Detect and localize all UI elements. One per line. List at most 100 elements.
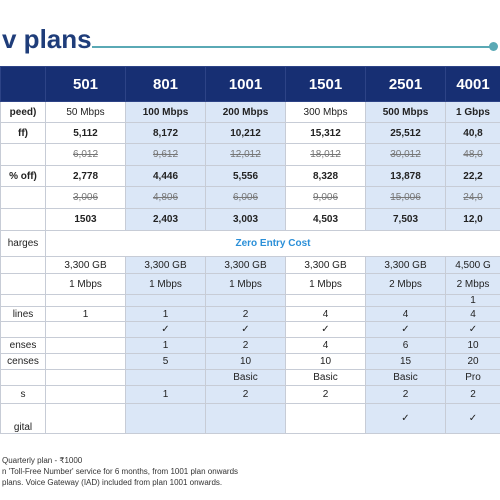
- row-label: [0, 143, 46, 166]
- table-cell: 10: [205, 353, 286, 370]
- row-label: enses: [0, 337, 46, 354]
- upload-speed-row: 1 Mbps 1 Mbps 1 Mbps 1 Mbps 2 Mbps 2 Mbp…: [0, 273, 500, 295]
- table-cell: Basic: [365, 369, 446, 386]
- checkmark-icon: ✓: [285, 321, 366, 338]
- table-cell: 3,003: [205, 208, 286, 231]
- row-label: [0, 273, 46, 295]
- table-cell: 1: [445, 294, 500, 307]
- digital-row: gital ✓ ✓: [0, 403, 500, 434]
- table-cell: 20: [445, 353, 500, 370]
- table-cell: 1 Mbps: [285, 273, 366, 295]
- table-cell: 12,012: [205, 143, 286, 166]
- extra-row: 1: [0, 294, 500, 307]
- table-cell: 300 Mbps: [285, 101, 366, 123]
- checkmark-icon: ✓: [365, 403, 446, 434]
- feature-check-row: ✓ ✓ ✓ ✓ ✓: [0, 321, 500, 338]
- table-cell: 4: [445, 306, 500, 322]
- table-cell: 1 Gbps: [445, 101, 500, 123]
- plan-header: 1001: [205, 66, 286, 102]
- table-cell: 6: [365, 337, 446, 354]
- table-cell: 2: [205, 337, 286, 354]
- plan-header: 1501: [285, 66, 366, 102]
- table-cell: 1503: [45, 208, 126, 231]
- table-cell: [285, 294, 366, 307]
- table-cell: 2 Mbps: [365, 273, 446, 295]
- row-label: [0, 208, 46, 231]
- table-cell: 30,012: [365, 143, 446, 166]
- table-cell: 4: [285, 337, 366, 354]
- table-cell: 2: [445, 385, 500, 404]
- plan-header: 2501: [365, 66, 446, 102]
- table-cell: 7,503: [365, 208, 446, 231]
- table-cell: 10: [285, 353, 366, 370]
- table-cell: 8,328: [285, 165, 366, 187]
- table-cell: Pro: [445, 369, 500, 386]
- table-cell: 9,612: [125, 143, 206, 166]
- checkmark-icon: ✓: [445, 403, 500, 434]
- table-cell: 5,112: [45, 122, 126, 144]
- table-cell: 4: [365, 306, 446, 322]
- table-cell: 13,878: [365, 165, 446, 187]
- plan-header: 4001: [445, 66, 500, 102]
- table-cell: [45, 353, 126, 370]
- entry-charges-row: harges Zero Entry Cost: [0, 230, 500, 257]
- table-cell: 2: [285, 385, 366, 404]
- checkmark-icon: ✓: [365, 321, 446, 338]
- table-cell: 50 Mbps: [45, 101, 126, 123]
- table-cell: 4,806: [125, 186, 206, 209]
- table-cell: 200 Mbps: [205, 101, 286, 123]
- plan-header: 801: [125, 66, 206, 102]
- table-cell: 5,556: [205, 165, 286, 187]
- row-label: % off): [0, 165, 46, 187]
- table-cell: 1: [45, 306, 126, 322]
- price-row: % off) 2,778 4,446 5,556 8,328 13,878 22…: [0, 165, 500, 187]
- row-label: [0, 256, 46, 274]
- title-underline: [92, 46, 492, 48]
- row-label: ff): [0, 122, 46, 144]
- table-cell: 40,8: [445, 122, 500, 144]
- table-cell: 3,300 GB: [365, 256, 446, 274]
- checkmark-icon: [125, 403, 206, 434]
- table-cell: Basic: [285, 369, 366, 386]
- table-cell: 1 Mbps: [205, 273, 286, 295]
- row-label: gital: [0, 403, 46, 434]
- row-label: [0, 369, 46, 386]
- table-cell: 1: [125, 306, 206, 322]
- table-cell: 9,006: [285, 186, 366, 209]
- table-cell: 15,006: [365, 186, 446, 209]
- table-cell: 100 Mbps: [125, 101, 206, 123]
- table-cell: [125, 369, 206, 386]
- table-cell: [125, 294, 206, 307]
- table-cell: 15: [365, 353, 446, 370]
- table-cell: 3,006: [45, 186, 126, 209]
- price-row: ff) 5,112 8,172 10,212 15,312 25,512 40,…: [0, 122, 500, 144]
- table-cell: [365, 294, 446, 307]
- monthly-price-row: 1503 2,403 3,003 4,503 7,503 12,0: [0, 208, 500, 231]
- footnote: n 'Toll-Free Number' service for 6 month…: [2, 467, 239, 476]
- checkmark-icon: ✓: [125, 321, 206, 338]
- table-cell: 25,512: [365, 122, 446, 144]
- footnote: Quarterly plan - ₹1000: [2, 456, 83, 465]
- original-price-row: 6,012 9,612 12,012 18,012 30,012 48,0: [0, 143, 500, 166]
- zero-entry-cost-label: Zero Entry Cost: [45, 230, 500, 257]
- table-cell: 1 Mbps: [125, 273, 206, 295]
- row-label: [0, 186, 46, 209]
- table-cell: [45, 385, 126, 404]
- checkmark-icon: ✓: [445, 321, 500, 338]
- table-cell: 12,0: [445, 208, 500, 231]
- row-label: [0, 321, 46, 338]
- table-cell: [45, 337, 126, 354]
- footnote: plans. Voice Gateway (IAD) included from…: [2, 478, 223, 487]
- voice-lines-row: lines 1 1 2 4 4 4: [0, 306, 500, 322]
- table-cell: 4,446: [125, 165, 206, 187]
- table-cell: 10,212: [205, 122, 286, 144]
- title-dot-icon: [489, 42, 498, 51]
- row-label: [0, 294, 46, 307]
- checkmark-icon: ✓: [205, 321, 286, 338]
- licenses-row: censes 5 10 10 15 20: [0, 353, 500, 370]
- table-cell: [205, 294, 286, 307]
- checkmark-icon: [285, 403, 366, 434]
- checkmark-icon: [45, 403, 126, 434]
- row-label: s: [0, 385, 46, 404]
- table-cell: 4: [285, 306, 366, 322]
